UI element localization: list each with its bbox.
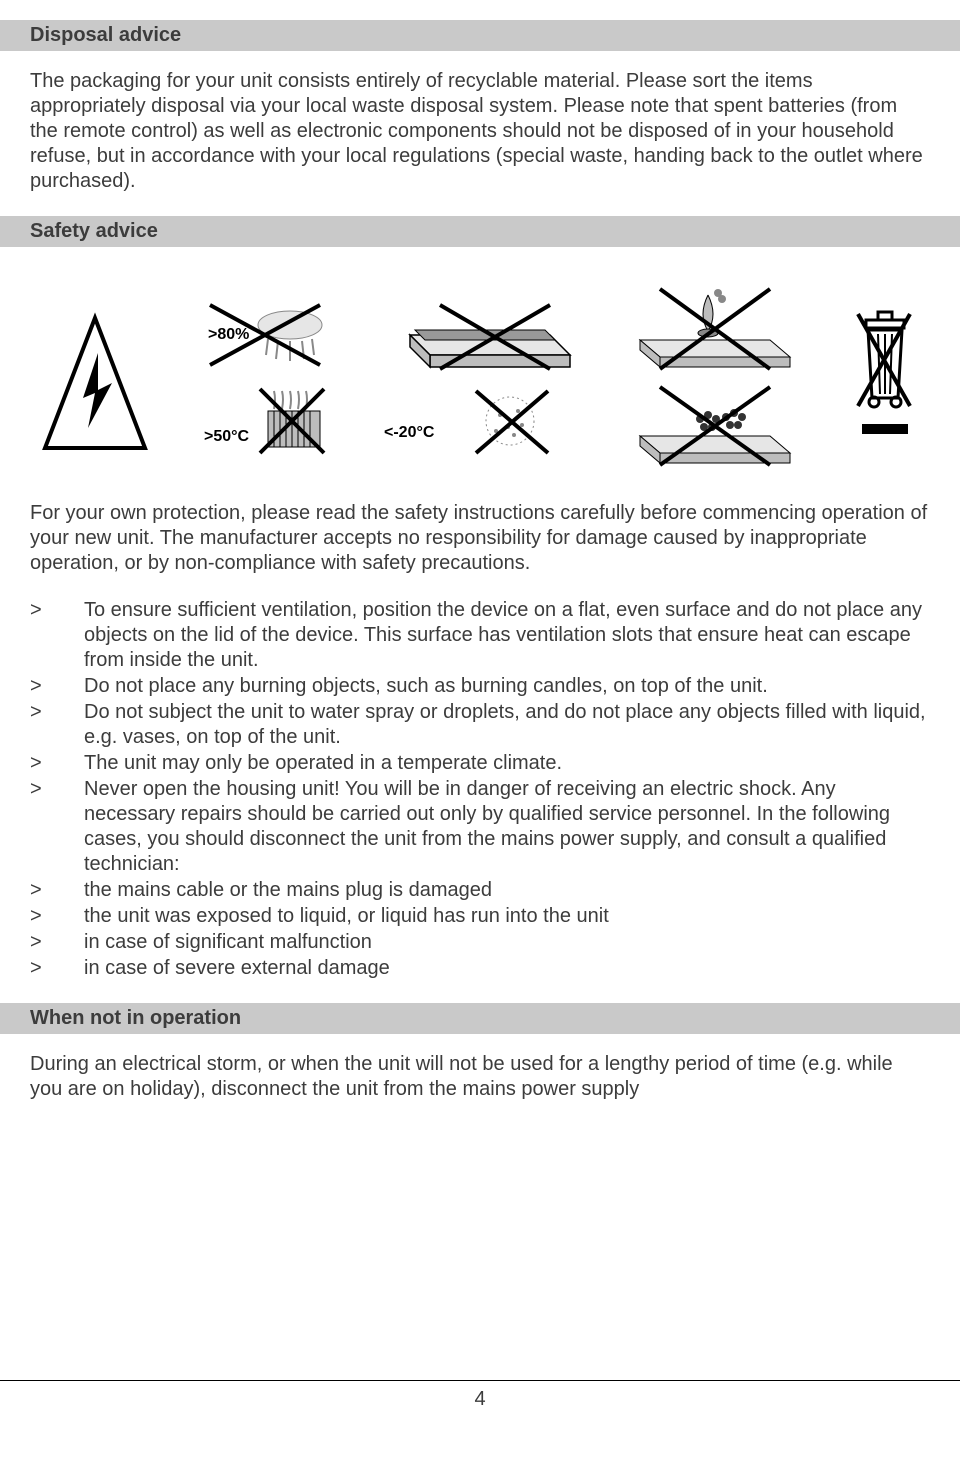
safety-icons-row: >80% >50°C [30, 265, 930, 501]
list-text: Do not subject the unit to water spray o… [84, 700, 930, 750]
section-header-disposal: Disposal advice [0, 20, 960, 51]
safety-list-item: >To ensure sufficient ventilation, posit… [30, 598, 930, 673]
list-text: the unit was exposed to liquid, or liqui… [84, 904, 930, 929]
list-text: Never open the housing unit! You will be… [84, 777, 930, 877]
safety-list-item: >Do not place any burning objects, such … [30, 674, 930, 699]
safety-paragraph: For your own protection, please read the… [30, 501, 930, 576]
list-marker: > [30, 674, 84, 699]
list-text: the mains cable or the mains plug is dam… [84, 878, 930, 903]
safety-list: >To ensure sufficient ventilation, posit… [30, 598, 930, 981]
cold-label: <-20°C [384, 424, 435, 441]
safety-list-item: >in case of significant malfunction [30, 930, 930, 955]
page-number: 4 [30, 1381, 930, 1412]
safety-list-item: >Do not subject the unit to water spray … [30, 700, 930, 750]
list-marker: > [30, 598, 84, 673]
safety-list-item: >the mains cable or the mains plug is da… [30, 878, 930, 903]
list-text: To ensure sufficient ventilation, positi… [84, 598, 930, 673]
humidity-icon: >80% [200, 295, 330, 375]
list-marker: > [30, 777, 84, 877]
list-text: in case of significant malfunction [84, 930, 930, 955]
section-header-safety: Safety advice [0, 216, 960, 247]
list-marker: > [30, 956, 84, 981]
list-marker: > [30, 930, 84, 955]
device-lid-icon [380, 295, 580, 375]
list-text: The unit may only be operated in a tempe… [84, 751, 930, 776]
safety-list-item: >the unit was exposed to liquid, or liqu… [30, 904, 930, 929]
list-marker: > [30, 904, 84, 929]
list-text: Do not place any burning objects, such a… [84, 674, 930, 699]
list-marker: > [30, 700, 84, 750]
humidity-label: >80% [208, 326, 249, 343]
shock-warning-icon [40, 298, 150, 458]
flowers-on-device-icon [630, 381, 800, 471]
notinop-paragraph: During an electrical storm, or when the … [30, 1052, 930, 1102]
section-header-notinop: When not in operation [0, 1003, 960, 1034]
list-text: in case of severe external damage [84, 956, 930, 981]
cold-icon: <-20°C [380, 381, 580, 461]
heat-label: >50°C [204, 428, 250, 445]
heat-icon: >50°C [200, 381, 330, 461]
safety-list-item: >Never open the housing unit! You will b… [30, 777, 930, 877]
safety-list-item: >in case of severe external damage [30, 956, 930, 981]
safety-list-item: >The unit may only be operated in a temp… [30, 751, 930, 776]
list-marker: > [30, 878, 84, 903]
weee-bin-icon [850, 298, 920, 458]
vase-on-device-icon [630, 285, 800, 375]
disposal-paragraph: The packaging for your unit consists ent… [30, 69, 930, 194]
list-marker: > [30, 751, 84, 776]
